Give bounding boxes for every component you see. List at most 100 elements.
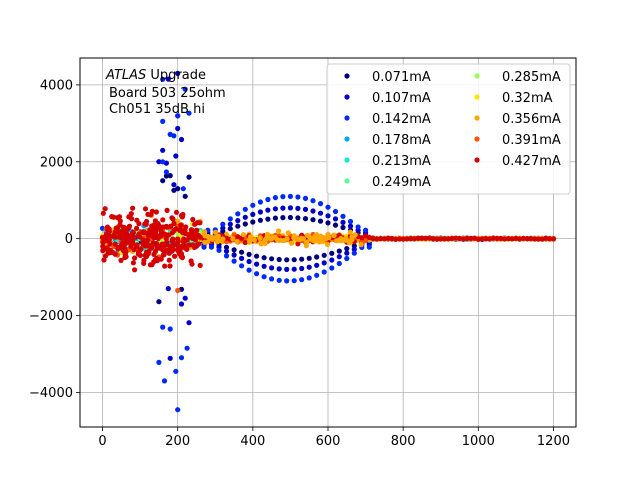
data-point	[325, 220, 331, 226]
data-point	[173, 209, 180, 215]
data-point	[231, 258, 237, 264]
data-point	[352, 232, 358, 238]
data-point	[351, 246, 357, 252]
data-point	[187, 231, 193, 237]
data-point	[261, 255, 267, 261]
data-point	[310, 217, 316, 223]
data-point	[250, 202, 256, 208]
annotation-line-2: Board 503 25ohm	[109, 86, 226, 101]
data-point	[280, 194, 286, 200]
data-point	[173, 368, 179, 374]
data-point	[151, 251, 157, 257]
data-point	[100, 243, 106, 249]
data-point	[291, 278, 297, 284]
legend-label: 0.285mA	[502, 70, 561, 85]
legend-label: 0.391mA	[502, 133, 561, 148]
data-point	[141, 260, 147, 266]
legend-marker	[344, 178, 350, 184]
data-point	[358, 242, 364, 248]
data-point	[528, 235, 534, 242]
legend-label: 0.356mA	[502, 112, 561, 127]
data-point	[223, 244, 230, 250]
data-point	[520, 235, 527, 241]
data-point	[175, 218, 181, 224]
x-tick-label: 800	[391, 434, 416, 449]
data-point	[227, 221, 233, 227]
data-point	[165, 76, 171, 82]
data-point	[347, 223, 354, 229]
data-point	[347, 218, 354, 225]
data-point	[167, 326, 173, 332]
data-point	[171, 182, 177, 188]
legend-label: 0.178mA	[372, 133, 431, 148]
data-point	[250, 219, 256, 225]
data-point	[299, 277, 305, 283]
data-point	[250, 211, 256, 217]
data-point	[310, 208, 316, 214]
data-point	[182, 227, 188, 233]
data-point	[188, 258, 194, 264]
data-point	[257, 217, 263, 223]
data-point	[101, 257, 107, 263]
data-point	[156, 359, 162, 365]
data-points	[99, 70, 557, 413]
data-point	[137, 234, 143, 240]
data-point	[310, 198, 316, 204]
data-point	[287, 205, 293, 211]
data-point	[128, 211, 134, 217]
data-point	[167, 173, 173, 179]
data-point	[314, 232, 320, 238]
data-point	[242, 206, 248, 212]
data-point	[178, 301, 185, 307]
data-point	[385, 235, 391, 241]
data-point	[334, 238, 340, 244]
data-point	[168, 223, 174, 229]
data-point	[247, 237, 253, 243]
data-point	[363, 227, 369, 233]
data-point	[317, 201, 324, 207]
data-point	[123, 254, 129, 260]
data-point	[351, 250, 357, 256]
data-point	[171, 133, 177, 139]
data-point	[158, 233, 164, 239]
data-point	[239, 255, 245, 261]
data-point	[415, 235, 421, 241]
data-point	[212, 229, 218, 235]
data-point	[246, 267, 252, 273]
data-point	[321, 269, 327, 275]
data-point	[235, 223, 241, 229]
data-point	[160, 224, 166, 230]
data-point	[340, 219, 346, 225]
data-point	[197, 262, 203, 268]
data-point	[190, 216, 196, 223]
data-point	[178, 136, 185, 143]
data-point	[118, 257, 124, 263]
data-point	[158, 229, 164, 235]
data-point	[106, 233, 112, 239]
data-point	[299, 256, 305, 262]
data-point	[182, 86, 188, 92]
data-point	[126, 223, 133, 229]
data-point	[156, 299, 162, 305]
data-point	[246, 251, 252, 257]
data-point	[102, 253, 109, 259]
data-point	[239, 263, 245, 269]
data-point	[173, 226, 179, 232]
data-point	[178, 222, 184, 228]
data-point	[164, 207, 170, 213]
data-point	[285, 230, 291, 236]
data-point	[137, 252, 143, 258]
data-point	[304, 232, 311, 238]
data-point	[130, 260, 136, 266]
data-point	[269, 256, 275, 262]
data-point	[254, 271, 260, 277]
data-point	[160, 159, 166, 165]
data-point	[378, 236, 384, 242]
data-point	[498, 235, 504, 242]
data-point	[186, 174, 192, 180]
data-point	[490, 235, 496, 241]
y-tick-label: 2000	[40, 155, 73, 170]
data-point	[336, 254, 342, 260]
legend-marker	[474, 136, 480, 142]
data-point	[295, 215, 301, 221]
